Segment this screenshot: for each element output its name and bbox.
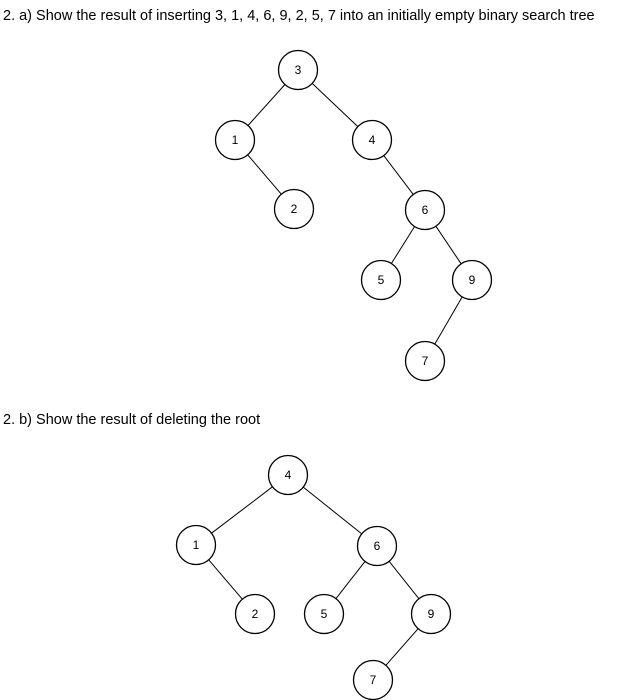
tree-b-node-9: 9 — [410, 593, 452, 635]
tree-a-node-circle — [404, 340, 446, 382]
tree-a-node-7: 7 — [404, 340, 446, 382]
tree-a-node-2: 2 — [273, 188, 315, 230]
tree-b-node-label: 5 — [321, 607, 328, 621]
tree-b-node-circle — [356, 525, 398, 567]
tree-b-node-circle — [410, 593, 452, 635]
tree-a-edge-a1-a2 — [247, 154, 282, 195]
tree-a-node-3: 3 — [277, 49, 319, 91]
tree-a-node-label: 1 — [232, 133, 239, 147]
tree-a-node-1: 1 — [214, 119, 256, 161]
tree-b-node-1: 1 — [175, 524, 217, 566]
tree-a-node-label: 6 — [422, 203, 429, 217]
tree-a-node-circle — [351, 119, 393, 161]
tree-b-node-6: 6 — [356, 525, 398, 567]
tree-a-node-label: 4 — [369, 133, 376, 147]
tree-b-edge-b1-b2 — [208, 559, 243, 600]
question-a-prompt: 2. a) Show the result of inserting 3, 1,… — [3, 8, 595, 24]
bst-diagram-after-insertion: 3 1 4 2 6 5 9 7 — [214, 49, 493, 382]
tree-b-node-circle — [175, 524, 217, 566]
tree-b-edge-b4-b6 — [302, 486, 363, 535]
tree-a-edge-a9-a7 — [434, 296, 463, 345]
tree-a-node-circle — [273, 188, 315, 230]
tree-a-edge-a6-a9 — [435, 225, 462, 265]
tree-b-node-label: 1 — [193, 538, 200, 552]
tree-b-node-4: 4 — [267, 454, 309, 496]
tree-a-node-circle — [360, 259, 402, 301]
tree-b-node-label: 7 — [370, 673, 377, 687]
tree-b-node-label: 6 — [374, 539, 381, 553]
tree-a-node-circle — [451, 259, 493, 301]
tree-b-node-label: 2 — [252, 607, 259, 621]
tree-a-node-circle — [404, 189, 446, 231]
tree-b-edge-b6-b5 — [335, 561, 366, 599]
tree-a-node-5: 5 — [360, 259, 402, 301]
tree-a-node-9: 9 — [451, 259, 493, 301]
tree-a-node-label: 5 — [378, 273, 385, 287]
question-b-prompt: 2. b) Show the result of deleting the ro… — [3, 412, 261, 428]
tree-a-edge-a4-a6 — [383, 155, 414, 195]
tree-b-edge-b6-b9 — [388, 560, 420, 600]
tree-a-edge-a3-a4 — [311, 83, 359, 127]
tree-b-edge-b9-b7 — [385, 628, 419, 666]
tree-b-node-7: 7 — [352, 659, 394, 700]
tree-b-node-2: 2 — [234, 593, 276, 635]
tree-a-node-6: 6 — [404, 189, 446, 231]
tree-b-node-circle — [234, 593, 276, 635]
tree-a-node-4: 4 — [351, 119, 393, 161]
tree-b-node-label: 4 — [285, 468, 292, 482]
tree-a-node-circle — [214, 119, 256, 161]
tree-b-node-label: 9 — [428, 607, 435, 621]
tree-b-node-5: 5 — [303, 593, 345, 635]
tree-a-node-label: 2 — [291, 202, 298, 216]
tree-a-node-circle — [277, 49, 319, 91]
tree-a-node-label: 9 — [469, 273, 476, 287]
tree-a-edge-a3-a1 — [247, 84, 286, 126]
tree-b-edge-b4-b1 — [211, 486, 273, 534]
tree-a-edge-a6-a5 — [390, 226, 416, 264]
tree-a-node-label: 3 — [295, 63, 302, 77]
tree-b-node-circle — [303, 593, 345, 635]
tree-b-node-circle — [267, 454, 309, 496]
tree-a-node-label: 7 — [422, 354, 429, 368]
